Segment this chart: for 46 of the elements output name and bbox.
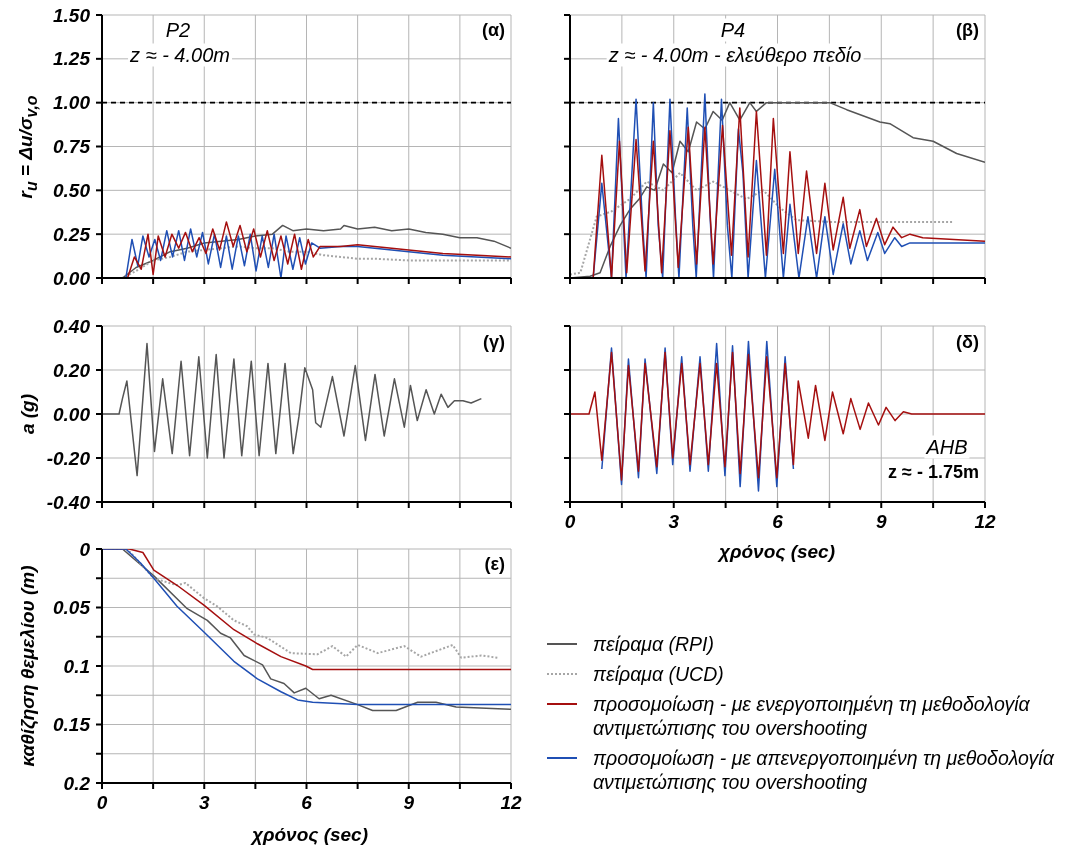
y-tick-label: 0.00 <box>53 403 91 425</box>
x-axis-title: χρόνος (sec) <box>718 541 836 563</box>
x-axis-title: χρόνος (sec) <box>251 824 369 846</box>
annotation: (α) <box>480 19 506 41</box>
annotation: z ≈ - 1.75m <box>887 461 980 483</box>
x-tick-label: 9 <box>403 791 415 813</box>
y-tick-label: -0.40 <box>46 491 91 513</box>
x-tick-label: 0 <box>96 791 108 813</box>
y-tick-label: 0.25 <box>53 223 91 245</box>
y-tick-label: 0.05 <box>53 597 91 618</box>
line-series <box>102 342 483 477</box>
legend-label: πείραμα (UCD) <box>593 662 724 686</box>
x-tick-label: 6 <box>301 791 313 813</box>
x-tick-label: 0 <box>564 510 576 532</box>
x-tick-label: 12 <box>500 791 522 813</box>
y-tick-label: 0.50 <box>53 179 91 201</box>
y-tick-label: 1.50 <box>53 4 91 26</box>
annotation: z ≈ - 4.00m <box>128 43 232 67</box>
y-tick-label: 0.40 <box>53 315 91 337</box>
x-tick-label: 12 <box>974 510 996 532</box>
annotation: P4 <box>718 18 748 42</box>
annotation: (γ) <box>482 331 506 353</box>
annotation: AHB <box>924 435 970 459</box>
y-tick-label: 0 <box>79 538 91 560</box>
y-tick-label: 1.00 <box>53 92 91 114</box>
annotation: (δ) <box>955 331 980 353</box>
annotation: z ≈ - 4.00m - ελεύθερο πεδίο <box>606 43 864 67</box>
y-tick-label: 0.00 <box>53 267 91 289</box>
x-tick-label: 6 <box>772 510 784 532</box>
y-axis-title: καθίζηση θεμελίου (m) <box>17 565 39 767</box>
annotation: (β) <box>955 19 980 41</box>
legend-label: πείραμα (RPI) <box>593 632 714 656</box>
y-tick-label: 0.75 <box>53 136 91 157</box>
y-tick-label: 0.1 <box>63 655 90 677</box>
legend-label: προσομοίωση - με απενεργοποιημένη τη μεθοδολογία αντιμετώπισης του overshooting <box>593 746 1055 794</box>
y-tick-label: 0.2 <box>63 772 91 794</box>
y-tick-label: 0.15 <box>53 714 91 735</box>
x-tick-label: 3 <box>198 791 210 813</box>
x-tick-label: 3 <box>668 510 680 532</box>
annotation: (ε) <box>483 553 506 575</box>
annotation: P2 <box>163 18 193 42</box>
y-tick-label: -0.20 <box>46 447 91 469</box>
x-tick-label: 9 <box>875 510 887 532</box>
y-axis-title: a (g) <box>17 393 39 435</box>
y-tick-label: 1.25 <box>53 48 91 70</box>
y-tick-label: 0.20 <box>53 359 91 381</box>
